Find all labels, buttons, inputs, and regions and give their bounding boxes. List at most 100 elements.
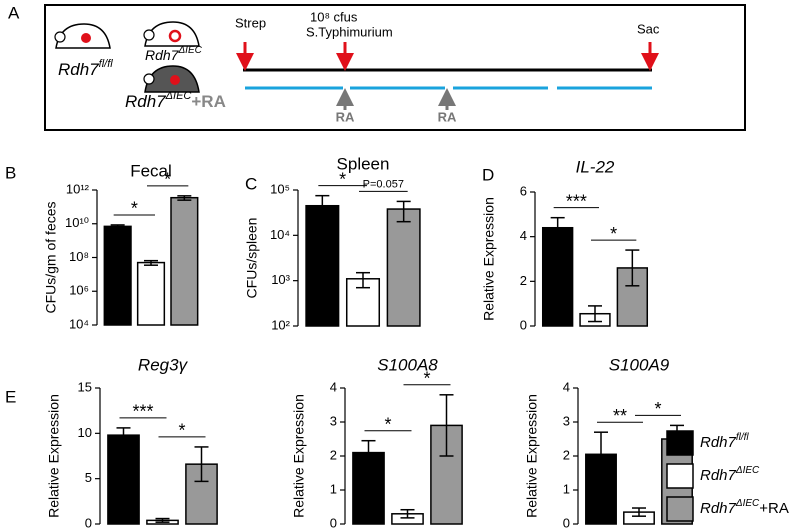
bar (386, 208, 421, 327)
legend-name: Rdh7 (700, 500, 737, 517)
panel-letter: B (5, 163, 16, 182)
panel-frame (44, 4, 746, 131)
y-axis-label: Relative Expression (481, 197, 497, 321)
y-tick-label: 10⁸ (69, 249, 89, 264)
sig-label: * (339, 169, 346, 189)
legend-sup: fl/fl (736, 432, 750, 443)
y-axis-label: CFUs/spleen (244, 218, 260, 299)
y-tick-label: 0 (85, 515, 92, 530)
y-tick-label: 10⁴ (69, 316, 89, 331)
sig-label: * (654, 399, 661, 419)
y-tick-label: 2 (520, 273, 527, 288)
mouse-icon (143, 65, 200, 93)
sig-label: * (384, 414, 391, 434)
genotype-label: Rdh7ΔIEC (145, 45, 203, 63)
legend-swatch (666, 496, 694, 522)
genotype-name: Rdh7 (125, 92, 166, 111)
y-tick-label: 0 (563, 515, 570, 530)
genotype-label: Rdh7fl/fl (58, 58, 113, 80)
y-tick-label: 2 (330, 447, 337, 462)
y-tick-label: 3 (330, 413, 337, 428)
chart-title: S100A8 (377, 355, 438, 374)
chart-title: Spleen (337, 154, 390, 173)
y-axis-label: Relative Expression (524, 394, 540, 518)
genotype-suffix: +RA (191, 92, 225, 111)
panel-letter: C (245, 174, 257, 193)
y-axis-label: CFUs/gm of feces (43, 201, 59, 313)
sig-label: * (131, 199, 138, 219)
mouse-icon (54, 23, 111, 49)
bar (103, 225, 132, 326)
legend-name: Rdh7 (700, 467, 737, 484)
y-tick-label: 10¹² (66, 181, 90, 196)
event-label: Sac (637, 21, 660, 36)
genotype-name: Rdh7 (58, 60, 99, 79)
y-tick-label: 5 (85, 470, 92, 485)
legend-name: Rdh7 (700, 434, 737, 451)
legend-swatch (666, 430, 694, 456)
y-tick-label: 10 (78, 425, 92, 440)
treatment-label: RA (336, 109, 355, 124)
genotype-sup: ΔIEC (177, 45, 202, 56)
y-axis-label: Relative Expression (46, 394, 62, 518)
chart-title: IL-22 (576, 157, 615, 176)
y-tick-label: 0 (330, 515, 337, 530)
sig-label: *** (132, 402, 153, 422)
y-tick-label: 10¹⁰ (65, 215, 89, 230)
sig-label: P=0.057 (363, 178, 404, 190)
panel-letter: A (8, 3, 20, 22)
y-tick-label: 6 (520, 183, 527, 198)
mouse-icon (143, 21, 200, 47)
bar (170, 196, 199, 326)
legend-suffix: +RA (759, 500, 789, 517)
genotype-sup: ΔIEC (165, 90, 192, 102)
y-axis-label: Relative Expression (291, 394, 307, 518)
panel-letter: D (482, 165, 494, 184)
chart-title: Fecal (130, 161, 172, 180)
y-tick-label: 0 (520, 317, 527, 332)
panel-a: A Rdh7fl/fl Rdh7ΔIEC Rdh7ΔIEC+RA Strep (8, 3, 746, 131)
sig-label: * (164, 170, 171, 190)
bar-chart: B Fecal CFUs/gm of feces 10⁴ 10⁶ 10⁸ 10¹⁰ 10¹² *… (5, 161, 199, 331)
bar-chart: C Spleen CFUs/spleen 10² 10³ 10⁴ 10⁵ * P=0.057 (244, 154, 421, 332)
legend-label: Rdh7ΔIEC (700, 465, 760, 484)
bar (541, 226, 574, 327)
legend-sup: ΔIEC (735, 465, 760, 476)
legend-label: Rdh7ΔIEC+RA (700, 498, 789, 517)
genotype-label: Rdh7ΔIEC+RA (125, 90, 226, 112)
sig-label: * (610, 224, 617, 244)
y-tick-label: 10³ (271, 272, 290, 287)
y-tick-label: 4 (563, 379, 570, 394)
genotype-sup: fl/fl (99, 58, 114, 70)
y-tick-label: 1 (330, 481, 337, 496)
chart-title: Reg3γ (138, 355, 189, 374)
y-tick-label: 10⁵ (270, 181, 290, 196)
event-label: 10⁸ cfus (310, 9, 358, 24)
y-tick-label: 1 (563, 481, 570, 496)
event-label: S.Typhimurium (306, 24, 393, 39)
sig-label: * (178, 421, 185, 441)
sig-label: ** (613, 406, 627, 426)
chart-title: S100A9 (609, 355, 670, 374)
legend-label: Rdh7fl/fl (700, 432, 749, 451)
event-label: Strep (235, 15, 266, 30)
bar (107, 434, 140, 525)
panel-letter: E (5, 387, 16, 406)
y-tick-label: 10² (271, 317, 290, 332)
y-tick-label: 2 (563, 447, 570, 462)
y-tick-label: 10⁴ (270, 227, 290, 242)
treatment-label: RA (438, 109, 457, 124)
y-tick-label: 15 (78, 379, 92, 394)
legend-sup: ΔIEC (735, 498, 760, 509)
y-tick-label: 10⁶ (69, 283, 89, 298)
y-tick-label: 3 (563, 413, 570, 428)
legend-swatch (666, 463, 694, 489)
bar (136, 261, 166, 326)
genotype-name: Rdh7 (145, 47, 180, 63)
sig-label: *** (566, 191, 587, 211)
